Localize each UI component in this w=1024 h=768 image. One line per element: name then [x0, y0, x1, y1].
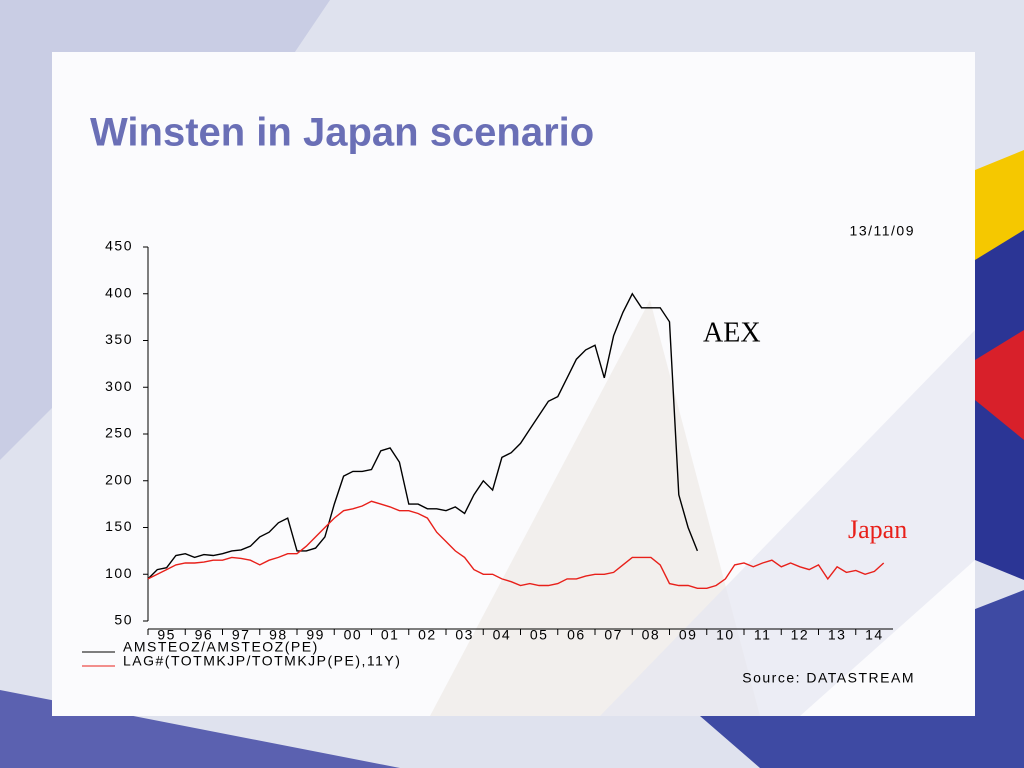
annotation: Japan: [848, 515, 907, 544]
x-tick-label: 02: [418, 627, 437, 643]
deco: [600, 330, 975, 716]
y-tick-label: 200: [105, 471, 133, 487]
x-tick-label: 09: [679, 627, 698, 643]
x-tick-label: 99: [306, 627, 325, 643]
x-tick-label: 08: [642, 627, 661, 643]
x-tick-label: 98: [269, 627, 288, 643]
x-tick-label: 07: [604, 627, 623, 643]
y-tick-label: 50: [114, 612, 133, 628]
x-tick-label: 14: [865, 627, 884, 643]
y-tick-label: 150: [105, 518, 133, 534]
x-tick-label: 95: [157, 627, 176, 643]
deco: [430, 300, 760, 716]
x-tick-label: 06: [567, 627, 586, 643]
x-tick-label: 97: [232, 627, 251, 643]
legend-label: AMSTEOZ/AMSTEOZ(PE): [123, 639, 319, 655]
x-tick-label: 12: [791, 627, 810, 643]
x-tick-label: 96: [195, 627, 214, 643]
x-tick-label: 00: [344, 627, 363, 643]
plot: 50 100 150 200 250 300 350 400 450 95 96 97 98 99 00 01…: [82, 238, 893, 669]
y-tick-label: 450: [105, 238, 133, 254]
x-tick-label: 13: [828, 627, 847, 643]
x-tick-label: 01: [381, 627, 400, 643]
x-tick-label: 04: [493, 627, 512, 643]
y-tick-label: 300: [105, 378, 133, 394]
y-tick-label: 100: [105, 565, 133, 581]
y-tick-label: 350: [105, 331, 133, 347]
deco: [975, 330, 1024, 440]
title: Winsten in Japan scenario: [90, 111, 594, 155]
x-tick-label: 10: [716, 627, 735, 643]
x-tick-label: 05: [530, 627, 549, 643]
annotation: AEX: [703, 317, 761, 348]
legend-label: LAG#(TOTMKJP/TOTMKJP(PE),11Y): [123, 653, 401, 669]
series-line: [147, 500, 885, 589]
y-tick-label: 400: [105, 284, 133, 300]
date-label: 13/11/09: [850, 223, 915, 239]
source: Source: DATASTREAM: [742, 670, 915, 686]
series-line: [147, 292, 699, 580]
x-tick-label: 11: [754, 627, 772, 643]
x-tick-label: 03: [455, 627, 474, 643]
y-tick-label: 250: [105, 425, 133, 441]
